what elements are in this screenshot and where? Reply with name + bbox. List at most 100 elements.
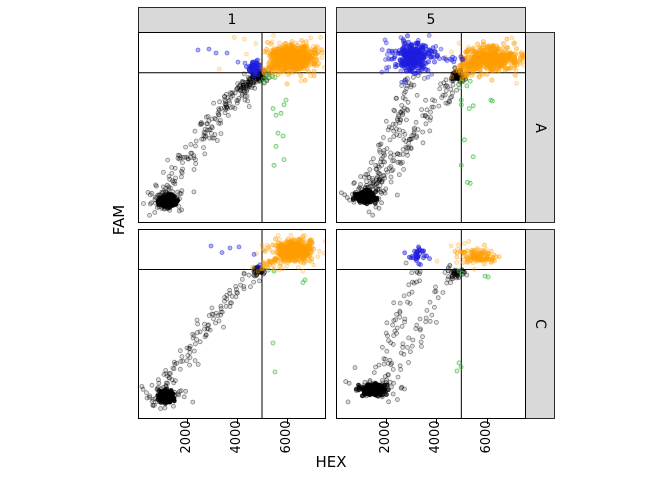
droplet-double-positive xyxy=(494,66,500,72)
droplet-double-positive-halo xyxy=(469,250,475,256)
droplet-rain-left xyxy=(400,112,406,118)
droplet-rain-left xyxy=(402,89,408,94)
droplet-double-positive-halo xyxy=(511,55,517,61)
droplet-rain xyxy=(216,106,222,112)
droplet-rain xyxy=(216,318,222,324)
droplet-negative-halo xyxy=(174,198,180,204)
droplet-rain-right xyxy=(420,334,425,340)
droplet-rain-right xyxy=(379,378,385,383)
droplet-rain xyxy=(227,100,232,106)
droplet-double-positive xyxy=(308,237,314,243)
droplet-rain-right xyxy=(405,152,410,158)
droplet-orange-tail xyxy=(266,65,272,70)
droplet-rain-right xyxy=(429,312,435,318)
droplet-rain-right xyxy=(406,145,412,150)
droplet-orange-tail xyxy=(279,60,285,66)
droplet-rain-right xyxy=(427,128,433,134)
droplet-rain-left xyxy=(366,175,372,181)
droplet-rain xyxy=(248,284,253,290)
droplet-rain xyxy=(185,156,191,162)
droplet-negative-core xyxy=(165,205,171,211)
facet-column-label: 1 xyxy=(227,12,237,28)
droplet-rain-right xyxy=(454,87,459,93)
droplet-rain-left xyxy=(411,82,417,88)
droplet-double-positive-halo xyxy=(276,40,282,46)
droplet-negative-halo xyxy=(161,206,167,212)
droplet-double-positive-halo xyxy=(272,47,278,53)
droplet-rain xyxy=(195,361,201,367)
droplet-negative-halo xyxy=(174,195,180,200)
droplet-fam-positive xyxy=(420,248,426,254)
droplet-negative-halo xyxy=(149,190,155,196)
droplet-double-positive xyxy=(291,49,297,55)
droplet-rain-right xyxy=(396,172,402,178)
droplet-rain-right xyxy=(389,168,395,174)
droplet-double-positive xyxy=(463,255,469,260)
droplet-hex-positive xyxy=(454,368,460,374)
droplet-rain xyxy=(180,160,185,166)
droplet-rain-right xyxy=(377,177,383,183)
droplet-rain xyxy=(192,128,198,134)
droplet-rain-right xyxy=(400,152,406,157)
droplet-rain-right xyxy=(400,159,405,165)
droplet-rain xyxy=(152,210,158,215)
droplet-rain-right xyxy=(407,137,413,142)
droplet-double-positive xyxy=(276,58,282,64)
droplet-double-positive-halo xyxy=(297,56,303,62)
droplet-double-positive-halo xyxy=(477,44,483,50)
droplet-negative-halo xyxy=(158,406,164,411)
droplet-rain-right xyxy=(445,276,451,282)
droplet-rain xyxy=(211,135,217,141)
droplet-threshold-knot xyxy=(458,74,463,80)
droplet-negative-halo xyxy=(362,185,368,191)
droplet-fam-positive xyxy=(432,59,438,65)
droplet-hex-positive-scatter xyxy=(489,98,495,104)
droplet-fam-positive-halo xyxy=(416,48,422,54)
droplet-rain-right xyxy=(391,158,397,163)
droplet-rain-left xyxy=(397,127,402,133)
droplet-rain xyxy=(179,354,185,359)
droplet-negative-halo xyxy=(173,195,179,201)
droplet-double-positive-halo xyxy=(495,54,500,59)
droplet-rain xyxy=(233,284,239,289)
droplet-rain-left xyxy=(377,149,383,155)
droplet-rain-right xyxy=(414,322,420,328)
droplet-rain xyxy=(223,99,228,104)
droplet-negative-halo xyxy=(177,196,182,202)
droplet-double-positive-halo xyxy=(276,267,282,273)
droplet-rain xyxy=(182,155,188,160)
droplet-double-positive-halo xyxy=(321,65,325,70)
droplet-double-positive-halo xyxy=(283,238,289,244)
droplet-double-positive-halo xyxy=(477,49,483,55)
droplet-negative-halo xyxy=(174,198,180,204)
droplet-negative-halo xyxy=(351,180,357,186)
droplet-rain-right xyxy=(379,179,385,185)
droplet-rain xyxy=(251,279,257,285)
droplet-rain-left xyxy=(380,159,386,165)
droplet-rain xyxy=(209,124,215,129)
droplet-rain-right xyxy=(448,86,454,92)
droplet-rain-left xyxy=(390,121,396,127)
droplet-double-positive-halo xyxy=(292,245,297,251)
droplet-double-positive xyxy=(500,40,506,46)
droplet-double-positive xyxy=(290,251,296,257)
droplet-rain xyxy=(171,366,177,372)
droplet-double-positive-halo xyxy=(434,258,440,264)
droplet-double-positive-halo xyxy=(310,52,316,58)
droplet-double-positive-halo xyxy=(287,59,293,65)
droplet-orange-tail xyxy=(267,65,273,70)
droplet-double-positive-halo xyxy=(307,253,313,259)
droplet-fam-positive xyxy=(247,63,252,69)
droplet-rain-left xyxy=(397,117,403,122)
droplet-negative-halo xyxy=(163,203,169,209)
droplet-orange-tail xyxy=(468,62,473,68)
droplet-rain-right xyxy=(401,166,406,172)
droplet-rain-right xyxy=(405,145,410,151)
droplet-hex-positive-scatter xyxy=(458,162,464,168)
droplet-rain-right xyxy=(424,308,430,313)
droplet-negative-halo xyxy=(394,192,400,198)
droplet-rain-right xyxy=(383,167,389,173)
droplet-negative-halo xyxy=(383,186,389,192)
droplet-fam-positive-halo xyxy=(379,69,385,75)
droplet-rain xyxy=(188,150,194,156)
